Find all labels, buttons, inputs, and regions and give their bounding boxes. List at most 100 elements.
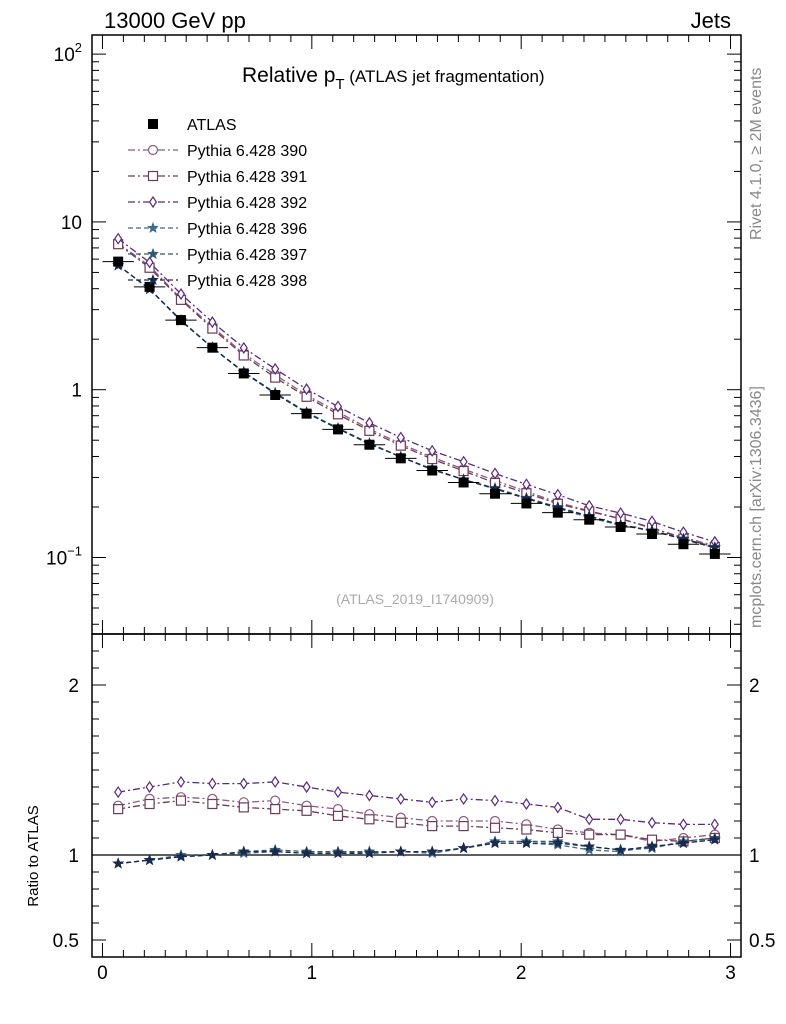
main-series-3-point <box>176 287 186 301</box>
ratio-series-6-point <box>206 848 219 860</box>
chart-title: Relative pT (ATLAS jet fragmentation) <box>242 64 545 93</box>
ratio-series-3-point <box>145 780 154 794</box>
ratio-series-6-point <box>457 842 470 854</box>
legend-label-4: Pythia 6.428 396 <box>187 221 307 238</box>
ratio-series-6-point <box>112 857 125 869</box>
ratio-series-3-point <box>302 780 311 794</box>
data-point <box>490 488 501 499</box>
data-point <box>207 342 218 353</box>
ratio-series-3-point <box>428 796 437 809</box>
ratio-series-2-point <box>301 805 312 816</box>
ratio-series-6-point <box>551 836 564 849</box>
ratio-series-6-point <box>583 840 596 852</box>
ratio-series-2-point <box>427 820 438 832</box>
data-point <box>615 521 626 532</box>
ratio-series-2-point <box>144 798 155 810</box>
ratio-series-6-point <box>614 843 627 855</box>
legend-label-6: Pythia 6.428 398 <box>187 273 307 290</box>
data-point <box>332 424 343 435</box>
ratio-series-6-point <box>646 840 658 852</box>
x-tick-label: 0 <box>97 963 108 984</box>
y-tick-label-main: 102 <box>54 40 82 66</box>
data-point <box>584 514 595 525</box>
data-point <box>458 477 469 488</box>
ratio-axis-label: Ratio to ATLAS <box>25 805 42 906</box>
ratio-series-3-point <box>679 818 688 831</box>
legend-label-2: Pythia 6.428 391 <box>187 169 307 186</box>
legend-marker-4 <box>147 221 159 233</box>
y-tick-label-ratio-left: 1 <box>68 846 79 867</box>
ratio-series-3-point <box>616 813 625 826</box>
data-point <box>678 539 689 550</box>
ratio-series-3-point <box>271 775 280 788</box>
ratio-series-3-point <box>490 794 500 807</box>
rivet-label: Rivet 4.1.0, ≥ 2M events <box>748 68 765 240</box>
ratio-series-2-point <box>584 829 595 840</box>
ratio-series-line-6 <box>118 839 715 865</box>
data-point <box>238 368 249 379</box>
ratio-series-2-point <box>615 829 626 840</box>
data-point <box>144 281 155 292</box>
jets-label: Jets <box>691 8 731 33</box>
ratio-series-6-point <box>143 853 156 866</box>
ratio-series-2-point <box>238 802 249 813</box>
y-tick-label-ratio-left: 0.5 <box>53 931 79 952</box>
legend-label-1: Pythia 6.428 390 <box>187 143 307 160</box>
data-point <box>395 453 406 464</box>
data-point <box>552 507 563 518</box>
ratio-series-3-point <box>647 816 657 829</box>
main-series-line-3 <box>117 238 715 543</box>
x-tick-label: 1 <box>307 963 318 984</box>
legend-marker-data <box>148 119 158 129</box>
ratio-series-line-3 <box>118 781 715 826</box>
data-point <box>521 498 532 509</box>
ratio-series-6-point <box>300 847 313 859</box>
ratio-series-6-point <box>708 833 721 845</box>
ratio-series-6-point <box>489 836 501 849</box>
ratio-series-2-point <box>113 803 124 815</box>
data-point <box>175 315 186 326</box>
legend-label-5: Pythia 6.428 397 <box>187 247 307 264</box>
analysis-tag: (ATLAS_2019_I1740909) <box>336 591 494 607</box>
main-series-line-2 <box>117 243 715 548</box>
ratio-series-3-point <box>239 777 248 790</box>
ratio-series-6-point <box>332 847 344 859</box>
ratio-series-3-point <box>365 789 374 802</box>
main-series-3-point <box>553 488 562 501</box>
legend-marker-6 <box>147 273 159 285</box>
ratio-series-3-point <box>114 786 123 799</box>
ratio-series-2-point <box>175 795 187 806</box>
legend-label-3: Pythia 6.428 392 <box>187 195 307 212</box>
y-tick-label-main: 10 <box>61 213 82 234</box>
main-series-3-point <box>208 316 217 329</box>
ratio-series-2-point <box>364 814 375 825</box>
ratio-series-3-point <box>710 818 719 831</box>
ratio-series-2-point <box>395 817 406 828</box>
ratio-series-3-point <box>553 801 562 814</box>
ratio-series-3-point <box>208 777 217 790</box>
ratio-series-line-2 <box>118 799 715 843</box>
data-point <box>709 548 720 559</box>
ratio-series-2-point <box>270 803 281 815</box>
legend-marker-2 <box>147 170 159 182</box>
y-tick-label-ratio-right: 0.5 <box>749 931 775 952</box>
data-point <box>113 256 124 267</box>
ratio-series-2-point <box>207 798 218 810</box>
y-tick-label-ratio-right: 1 <box>749 846 760 867</box>
y-tick-label-main: 10−1 <box>46 543 82 569</box>
ratio-series-6-point <box>520 836 533 849</box>
ratio-series-3-point <box>333 786 343 799</box>
x-tick-label: 2 <box>516 963 527 984</box>
ratio-series-3-point <box>585 813 594 826</box>
ratio-series-6-point <box>426 845 439 857</box>
ratio-series-6-point <box>237 845 250 857</box>
data-point <box>270 389 281 400</box>
legend-marker-3 <box>148 195 158 209</box>
main-series-3-point <box>145 256 154 269</box>
main-series-3-point <box>522 478 531 491</box>
legend-label-data: ATLAS <box>187 117 237 134</box>
ratio-series-6-point <box>394 845 407 857</box>
main-series-3-point <box>271 362 280 376</box>
ratio-series-3-point <box>459 792 468 805</box>
ratio-series-3-point <box>176 775 186 788</box>
